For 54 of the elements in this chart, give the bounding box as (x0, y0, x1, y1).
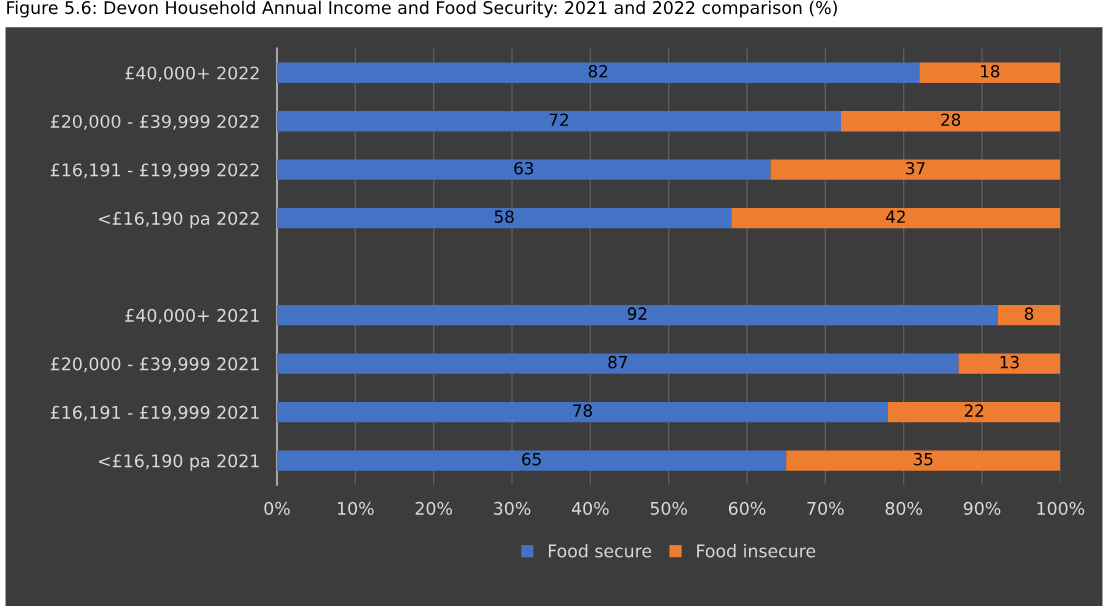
x-tick-label: 30% (494, 501, 531, 515)
data-label: 22 (964, 404, 984, 417)
data-label: 37 (906, 161, 925, 175)
bar (277, 207, 732, 229)
data-label: 28 (941, 113, 961, 127)
y-tick-label: <£16,190 pa 2022 (98, 211, 259, 229)
data-label: 92 (627, 307, 647, 320)
x-tick-label: 60% (728, 501, 766, 515)
x-tick-label: 80% (885, 501, 923, 515)
data-label: 13 (1000, 355, 1019, 369)
data-label: 18 (981, 64, 1000, 78)
bar (277, 159, 771, 180)
x-tick-label: 0% (264, 501, 290, 515)
x-tick-label: 90% (963, 501, 1001, 515)
y-tick-label: £40,000+ 2022 (125, 66, 259, 82)
chart-title: Figure 5.6: Devon Household Annual Income and Food Security: 2021 and 2022 comparison (%) (7, 0, 837, 18)
x-tick-label: 70% (807, 501, 844, 515)
data-label: 35 (913, 452, 933, 466)
bar (277, 450, 787, 471)
bar (277, 353, 959, 374)
data-label: 87 (608, 355, 627, 369)
x-tick-label: 10% (337, 501, 374, 515)
y-tick-label: £20,000 - £39,999 2022 (50, 114, 259, 130)
bar (277, 62, 920, 83)
y-tick-label: £16,191 - £19,999 2021 (50, 405, 259, 421)
bar (888, 401, 1061, 423)
bar (770, 159, 1061, 180)
bar (786, 450, 1061, 471)
x-tick-label: 100% (1037, 501, 1085, 515)
y-tick-label: <£16,190 pa 2021 (98, 454, 259, 471)
bar (841, 111, 1061, 132)
x-tick-label: 50% (650, 501, 688, 515)
bar (958, 353, 1061, 374)
bar (731, 207, 1061, 229)
bar (277, 111, 842, 132)
bar (277, 304, 998, 326)
legend-label: Food secure (548, 544, 652, 558)
x-tick-label: 20% (415, 501, 453, 515)
bar (919, 62, 1061, 83)
x-tick-label: 40% (571, 501, 609, 515)
legend-label: Food insecure (697, 544, 816, 558)
data-label: 78 (573, 404, 592, 417)
data-label: 58 (494, 210, 514, 223)
data-label: 72 (549, 113, 568, 126)
data-label: 82 (588, 64, 608, 78)
data-label: 63 (514, 161, 534, 175)
bar (997, 304, 1061, 326)
data-label: 65 (522, 452, 541, 466)
y-tick-label: £40,000+ 2021 (125, 308, 259, 324)
bar (277, 401, 889, 423)
data-label: 42 (886, 210, 905, 223)
y-tick-label: £16,191 - £19,999 2022 (50, 163, 259, 179)
y-tick-label: £20,000 - £39,999 2021 (50, 357, 259, 373)
data-label: 8 (1024, 307, 1034, 320)
